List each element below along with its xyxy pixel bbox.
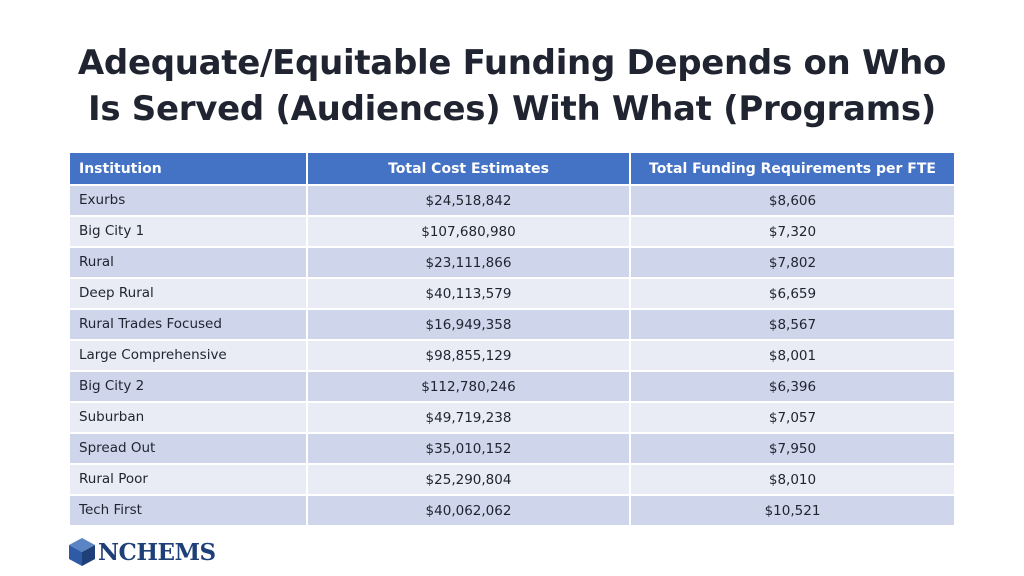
funding-table: Institution Total Cost Estimates Total F…	[70, 153, 954, 527]
cube-icon	[69, 538, 95, 566]
logo-wordmark: NCHEMS	[98, 538, 216, 566]
per-fte-cell: $10,521	[630, 495, 954, 527]
slide-title-line-1: Adequate/Equitable Funding Depends on Wh…	[77, 43, 947, 83]
institution-cell: Suburban	[70, 402, 308, 434]
per-fte-cell: $7,320	[630, 216, 954, 248]
table-row: Large Comprehensive $98,855,129 $8,001	[70, 340, 954, 372]
total-cost-cell: $35,010,152	[307, 433, 631, 465]
per-fte-cell: $8,567	[630, 309, 954, 341]
institution-cell: Exurbs	[70, 185, 308, 217]
total-cost-cell: $25,290,804	[307, 464, 631, 496]
column-header-institution: Institution	[70, 153, 308, 186]
table-header-row: Institution Total Cost Estimates Total F…	[70, 153, 954, 186]
per-fte-cell: $8,606	[630, 185, 954, 217]
table-row: Deep Rural $40,113,579 $6,659	[70, 278, 954, 310]
total-cost-cell: $49,719,238	[307, 402, 631, 434]
table-row: Exurbs $24,518,842 $8,606	[70, 185, 954, 217]
nchems-logo: NCHEMS	[68, 535, 216, 569]
per-fte-cell: $7,057	[630, 402, 954, 434]
institution-cell: Rural	[70, 247, 308, 279]
total-cost-cell: $23,111,866	[307, 247, 631, 279]
institution-cell: Rural Trades Focused	[70, 309, 308, 341]
per-fte-cell: $6,659	[630, 278, 954, 310]
total-cost-cell: $16,949,358	[307, 309, 631, 341]
total-cost-cell: $40,062,062	[307, 495, 631, 527]
table-row: Suburban $49,719,238 $7,057	[70, 402, 954, 434]
total-cost-cell: $24,518,842	[307, 185, 631, 217]
table-row: Rural $23,111,866 $7,802	[70, 247, 954, 279]
institution-cell: Rural Poor	[70, 464, 308, 496]
institution-cell: Big City 2	[70, 371, 308, 403]
institution-cell: Deep Rural	[70, 278, 308, 310]
institution-cell: Large Comprehensive	[70, 340, 308, 372]
column-header-per-fte: Total Funding Requirements per FTE	[630, 153, 954, 186]
institution-cell: Tech First	[70, 495, 308, 527]
table-row: Rural Poor $25,290,804 $8,010	[70, 464, 954, 496]
total-cost-cell: $40,113,579	[307, 278, 631, 310]
slide-title: Adequate/Equitable Funding Depends on Wh…	[0, 40, 1024, 132]
per-fte-cell: $7,802	[630, 247, 954, 279]
table-row: Rural Trades Focused $16,949,358 $8,567	[70, 309, 954, 341]
total-cost-cell: $107,680,980	[307, 216, 631, 248]
per-fte-cell: $8,010	[630, 464, 954, 496]
table-row: Big City 2 $112,780,246 $6,396	[70, 371, 954, 403]
slide-title-line-2: Is Served (Audiences) With What (Program…	[87, 89, 936, 129]
per-fte-cell: $7,950	[630, 433, 954, 465]
table-row: Big City 1 $107,680,980 $7,320	[70, 216, 954, 248]
per-fte-cell: $8,001	[630, 340, 954, 372]
total-cost-cell: $98,855,129	[307, 340, 631, 372]
table-row: Spread Out $35,010,152 $7,950	[70, 433, 954, 465]
institution-cell: Big City 1	[70, 216, 308, 248]
total-cost-cell: $112,780,246	[307, 371, 631, 403]
table-row: Tech First $40,062,062 $10,521	[70, 495, 954, 527]
institution-cell: Spread Out	[70, 433, 308, 465]
per-fte-cell: $6,396	[630, 371, 954, 403]
column-header-total-cost: Total Cost Estimates	[307, 153, 631, 186]
